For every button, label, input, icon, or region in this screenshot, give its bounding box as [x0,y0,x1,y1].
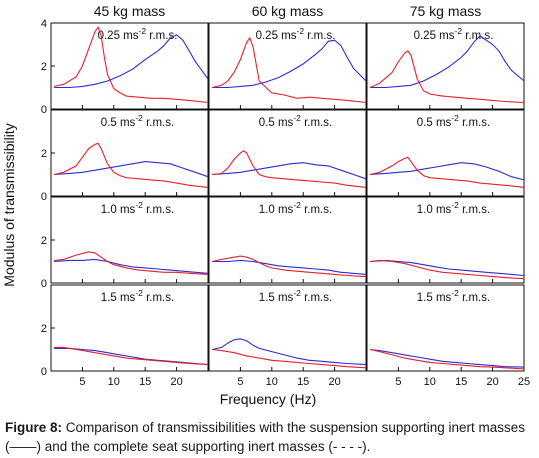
caption-text: Comparison of transmissibilities with th… [5,420,525,454]
excitation-label: 0.5 ms-2 r.m.s. [101,113,174,129]
x-tick-label: 20 [486,376,498,388]
complete-seat-line [54,161,209,178]
x-tick-label: 15 [139,376,151,388]
x-tick-label: 10 [424,376,436,388]
panel: 0.5 ms-2 r.m.s. [208,109,367,197]
x-tick-label: 15 [297,376,309,388]
y-tick-label: 2 [41,323,47,335]
y-tick-label: 0 [41,104,47,116]
excitation-label: 0.25 ms-2 r.m.s. [98,26,178,42]
suspension-line [53,26,209,104]
y-tick-label: 2 [41,235,47,247]
panel: 1.5 ms-2 r.m.s. 5 10 15 20 [208,284,367,388]
complete-seat-line [54,258,209,274]
excitation-label: 1.5 ms-2 r.m.s. [417,288,490,304]
x-tick-label: 5 [237,376,243,388]
figure-caption: Figure 8: Comparison of transmissibiliti… [5,418,535,456]
complete-seat-line [54,347,209,366]
y-tick-label: 0 [41,366,47,378]
y-tick-label: 4 [41,18,47,30]
panel-frame [208,284,367,372]
panel-frame [366,284,525,372]
y-tick-label: 2 [41,148,47,160]
column-title: 60 kg mass [252,3,324,19]
suspension-line [53,142,209,188]
suspension-line [212,150,367,188]
complete-seat-line [370,162,525,181]
transmissibility-figure: 45 kg mass 60 kg mass 75 kg mass 0.25 ms-2… [1,3,530,407]
panel-frame [208,196,367,284]
x-tick-label: 25 [518,376,530,388]
panel: 1.0 ms-2 r.m.s. [208,196,367,284]
suspension-line [211,36,367,104]
y-tick-label: 2 [41,61,47,73]
complete-seat-line [370,35,525,89]
suspension-line [369,50,525,104]
suspension-line [369,156,525,188]
y-tick-label: 0 [41,278,47,290]
x-tick-label: 20 [328,376,340,388]
suspension-line [211,255,367,278]
complete-seat-line [370,348,525,368]
column-titles: 45 kg mass 60 kg mass 75 kg mass [94,3,482,19]
column-title: 45 kg mass [94,3,166,19]
caption-label: Figure 8: [5,420,63,435]
complete-seat-line [212,259,367,275]
panel-frame [366,22,525,110]
panel-frame [366,109,525,197]
complete-seat-line [212,162,367,180]
panel-frame [366,196,525,284]
complete-seat-line [212,39,367,89]
excitation-label: 1.0 ms-2 r.m.s. [101,200,174,216]
panel: 1.5 ms-2 r.m.s. 0 2 5 10 15 20 [41,284,209,388]
complete-seat-line [54,34,209,89]
excitation-label: 0.5 ms-2 r.m.s. [259,113,332,129]
complete-seat-line [211,338,367,366]
panel-frame [208,22,367,110]
excitation-label: 1.0 ms-2 r.m.s. [259,200,332,216]
panel: 0.25 ms-2 r.m.s. 0 2 4 [41,18,209,116]
x-tick-label: 5 [79,376,85,388]
panel: 0.25 ms-2 r.m.s. [208,22,367,110]
panel-frame [208,109,367,197]
x-tick-label: 20 [170,376,182,388]
suspension-line [212,348,367,369]
y-axis-label: Modulus of transmissibility [1,123,17,286]
suspension-line [54,346,209,366]
panel: 1.5 ms-2 r.m.s. 5 10 15 20 25 [366,284,530,388]
panel: 1.0 ms-2 r.m.s. 0 2 [41,196,209,290]
panel: 1.0 ms-2 r.m.s. [366,196,525,284]
panel: 0.5 ms-2 r.m.s. [366,109,525,197]
excitation-label: 1.5 ms-2 r.m.s. [259,288,332,304]
column-title: 75 kg mass [410,3,482,19]
excitation-label: 1.0 ms-2 r.m.s. [417,200,490,216]
excitation-label: 0.25 ms-2 r.m.s. [414,26,494,42]
panel: 0.5 ms-2 r.m.s. 0 2 [41,109,209,203]
x-tick-label: 10 [108,376,120,388]
excitation-label: 0.5 ms-2 r.m.s. [417,113,490,129]
complete-seat-line [370,259,525,277]
x-tick-label: 5 [395,376,401,388]
x-axis-label: Frequency (Hz) [220,391,316,407]
excitation-label: 0.25 ms-2 r.m.s. [256,26,336,42]
suspension-line [370,259,525,280]
y-tick-label: 0 [41,191,47,203]
panel: 0.25 ms-2 r.m.s. [366,22,525,110]
suspension-line [54,251,209,275]
x-tick-label: 10 [266,376,278,388]
suspension-line [369,348,525,370]
excitation-label: 1.5 ms-2 r.m.s. [101,288,174,304]
x-tick-label: 15 [455,376,467,388]
